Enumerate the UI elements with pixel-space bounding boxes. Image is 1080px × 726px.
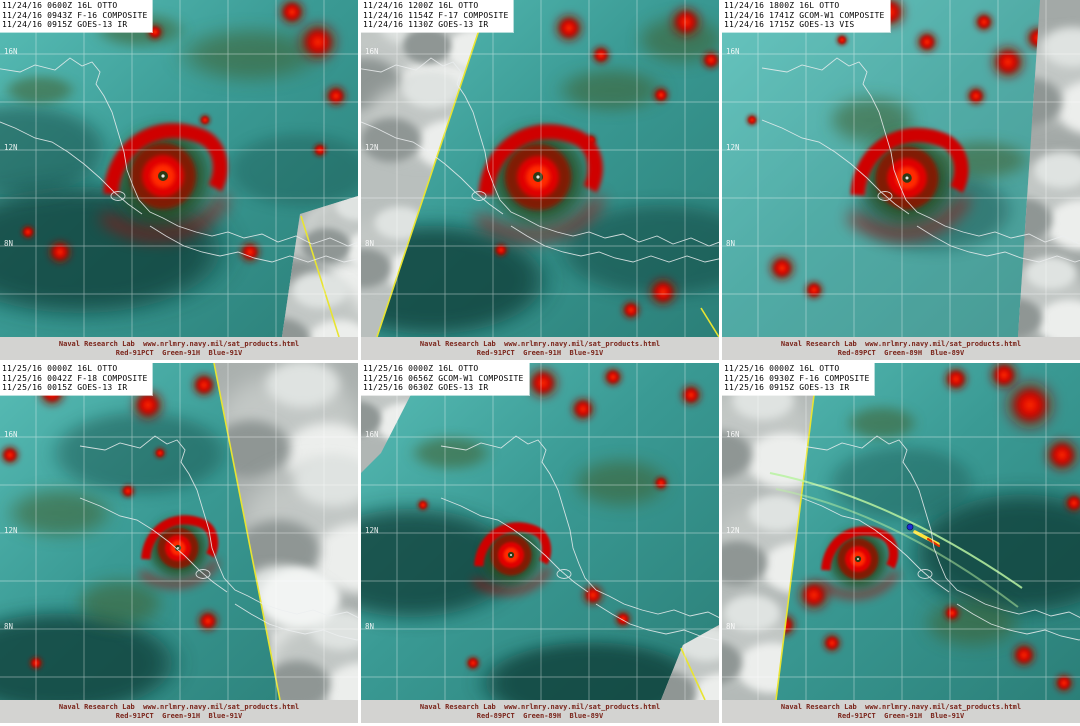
credit-footer: Naval Research Lab www.nrlmry.navy.mil/s… — [361, 700, 719, 723]
annotation-box: 11/25/16 0000Z 16L OTTO 11/25/16 0656Z GC… — [361, 363, 529, 395]
sat-panel-4: 11/25/16 0000Z 16L OTTO 11/25/16 0042Z F-… — [0, 363, 358, 723]
annotation-line: 11/24/16 1800Z 16L OTTO — [724, 1, 840, 10]
annotation-line: 11/25/16 0015Z GOES-13 IR — [2, 383, 128, 392]
credit-line: Naval Research Lab www.nrlmry.navy.mil/s… — [419, 340, 661, 348]
swath-edge-line — [376, 0, 490, 337]
annotation-line: 11/24/16 0600Z 16L OTTO — [2, 1, 118, 10]
credit-line: Red-91PCT Green-91H Blue-91V — [476, 349, 604, 357]
credit-line: Red-91PCT Green-91H Blue-91V — [115, 712, 243, 720]
credit-footer: Naval Research Lab www.nrlmry.navy.mil/s… — [0, 700, 358, 723]
credit-footer: Naval Research Lab www.nrlmry.navy.mil/s… — [722, 700, 1080, 723]
annotation-box: 11/24/16 0600Z 16L OTTO 11/24/16 0943Z F-… — [0, 0, 153, 32]
satellite-image — [722, 363, 1080, 700]
annotation-box: 11/25/16 0000Z 16L OTTO 11/25/16 0042Z F-… — [0, 363, 153, 395]
satellite-image — [361, 363, 719, 700]
annotation-line: 11/25/16 0000Z 16L OTTO — [724, 364, 840, 373]
swath-edge-line — [775, 363, 819, 700]
credit-line: Naval Research Lab www.nrlmry.navy.mil/s… — [780, 340, 1022, 348]
sat-panel-6: 11/25/16 0000Z 16L OTTO 11/25/16 0930Z F-… — [722, 363, 1080, 723]
credit-line: Naval Research Lab www.nrlmry.navy.mil/s… — [419, 703, 661, 711]
annotation-line: 11/24/16 1200Z 16L OTTO — [363, 1, 479, 10]
credit-footer: Naval Research Lab www.nrlmry.navy.mil/s… — [361, 337, 719, 360]
annotation-line: 11/25/16 0000Z 16L OTTO — [363, 364, 479, 373]
swath-edge-line — [700, 307, 719, 337]
credit-line: Red-89PCT Green-89H Blue-89V — [476, 712, 604, 720]
annotation-line: 11/24/16 1715Z GOES-13 VIS — [724, 20, 855, 29]
forecast-swath-arc — [769, 472, 1023, 589]
swath-edge-line — [300, 215, 340, 337]
swath-edge-line — [213, 363, 281, 700]
annotation-line: 11/25/16 0042Z F-18 COMPOSITE — [2, 373, 148, 383]
credit-line: Naval Research Lab www.nrlmry.navy.mil/s… — [58, 703, 300, 711]
sat-panel-2: 11/24/16 1200Z 16L OTTO 11/24/16 1154Z F-… — [361, 0, 719, 360]
credit-footer: Naval Research Lab www.nrlmry.navy.mil/s… — [0, 337, 358, 360]
sat-panel-3: 11/24/16 1800Z 16L OTTO 11/24/16 1741Z GC… — [722, 0, 1080, 360]
sat-panel-1: 11/24/16 0600Z 16L OTTO 11/24/16 0943Z F-… — [0, 0, 358, 360]
annotation-box: 11/24/16 1800Z 16L OTTO 11/24/16 1741Z GC… — [722, 0, 890, 32]
annotation-line: 11/24/16 0943Z F-16 COMPOSITE — [2, 10, 148, 20]
annotation-line: 11/25/16 0656Z GCOM-W1 COMPOSITE — [363, 373, 524, 383]
annotation-line: 11/25/16 0630Z GOES-13 IR — [363, 383, 489, 392]
annotation-line: 11/24/16 1154Z F-17 COMPOSITE — [363, 10, 509, 20]
satellite-image — [722, 0, 1080, 337]
storm-position-dot — [906, 523, 914, 531]
satellite-image — [361, 0, 719, 337]
annotation-line: 11/25/16 0000Z 16L OTTO — [2, 364, 118, 373]
satellite-image — [0, 0, 358, 337]
annotation-line: 11/25/16 0915Z GOES-13 IR — [724, 383, 850, 392]
annotation-line: 11/24/16 1130Z GOES-13 IR — [363, 20, 489, 29]
sat-panel-5: 11/25/16 0000Z 16L OTTO 11/25/16 0656Z GC… — [361, 363, 719, 723]
credit-footer: Naval Research Lab www.nrlmry.navy.mil/s… — [722, 337, 1080, 360]
annotation-box: 11/25/16 0000Z 16L OTTO 11/25/16 0930Z F-… — [722, 363, 875, 395]
credit-line: Naval Research Lab www.nrlmry.navy.mil/s… — [780, 703, 1022, 711]
credit-line: Red-91PCT Green-91H Blue-91V — [837, 712, 965, 720]
satellite-image — [0, 363, 358, 700]
credit-line: Red-91PCT Green-91H Blue-91V — [115, 349, 243, 357]
credit-line: Red-89PCT Green-89H Blue-89V — [837, 349, 965, 357]
annotation-box: 11/24/16 1200Z 16L OTTO 11/24/16 1154Z F-… — [361, 0, 514, 32]
annotation-line: 11/24/16 0915Z GOES-13 IR — [2, 20, 128, 29]
credit-line: Naval Research Lab www.nrlmry.navy.mil/s… — [58, 340, 300, 348]
annotation-line: 11/25/16 0930Z F-16 COMPOSITE — [724, 373, 870, 383]
annotation-line: 11/24/16 1741Z GCOM-W1 COMPOSITE — [724, 10, 885, 20]
